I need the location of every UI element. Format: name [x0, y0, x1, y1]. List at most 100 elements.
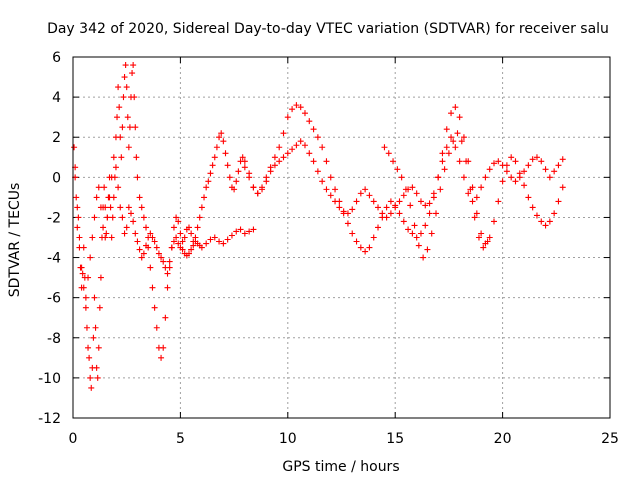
data-point: [101, 184, 108, 191]
data-point: [123, 224, 130, 231]
data-point: [463, 158, 470, 165]
data-point: [533, 154, 540, 161]
data-point: [512, 178, 519, 185]
data-point: [130, 62, 137, 69]
data-point: [73, 194, 80, 201]
data-point: [80, 284, 87, 291]
data-point: [203, 240, 210, 247]
x-tick-labels: 0 5 10 15 20 25: [69, 431, 619, 447]
data-point: [122, 62, 129, 69]
data-point: [233, 178, 240, 185]
data-point: [168, 244, 175, 251]
y-tick-labels: -12 -10 -8 -6 -4 -2 0 2 4 6: [38, 50, 61, 427]
data-point: [123, 84, 130, 91]
data-point: [366, 192, 373, 199]
data-point: [164, 270, 171, 277]
data-point: [375, 224, 382, 231]
data-point: [173, 214, 180, 221]
data-point: [276, 144, 283, 151]
data-point: [280, 154, 287, 161]
data-point: [116, 104, 123, 111]
data-point: [115, 184, 122, 191]
data-point: [512, 158, 519, 165]
data-point: [336, 198, 343, 205]
data-point: [486, 234, 493, 241]
y-tick-label: -2: [47, 210, 61, 226]
data-point: [259, 184, 266, 191]
data-point: [246, 228, 253, 235]
data-point: [87, 374, 94, 381]
data-point: [175, 218, 182, 225]
data-point: [185, 224, 192, 231]
data-point: [88, 384, 95, 391]
data-point: [104, 214, 111, 221]
data-point: [188, 246, 195, 253]
data-point: [145, 244, 152, 251]
data-point: [402, 186, 409, 193]
data-point: [390, 158, 397, 165]
data-point: [91, 214, 98, 221]
data-point: [495, 158, 502, 165]
data-point: [207, 170, 214, 177]
data-point: [120, 94, 127, 101]
data-point: [555, 198, 562, 205]
data-point: [147, 264, 154, 271]
data-point: [435, 174, 442, 181]
data-point: [503, 168, 510, 175]
data-point: [460, 134, 467, 141]
data-point: [177, 230, 184, 237]
data-point: [213, 144, 220, 151]
data-point: [381, 144, 388, 151]
data-point: [409, 230, 416, 237]
data-point: [121, 230, 128, 237]
data-point: [379, 214, 386, 221]
data-point: [151, 238, 158, 245]
data-point: [301, 142, 308, 149]
data-point: [90, 334, 97, 341]
data-point: [103, 230, 110, 237]
data-point: [74, 204, 81, 211]
data-point: [170, 238, 177, 245]
data-point: [250, 226, 257, 233]
y-tick-label: 4: [52, 90, 61, 106]
data-point: [508, 174, 515, 181]
y-tick-label: -8: [47, 331, 61, 347]
data-point: [301, 110, 308, 117]
data-point: [185, 250, 192, 257]
data-point: [542, 166, 549, 173]
data-point: [218, 130, 225, 137]
data-point: [465, 190, 472, 197]
data-point: [209, 162, 216, 169]
data-point: [448, 134, 455, 141]
data-point: [452, 144, 459, 151]
data-point: [289, 146, 296, 153]
data-point: [327, 192, 334, 199]
data-point: [387, 198, 394, 205]
data-point: [109, 214, 116, 221]
data-point: [241, 164, 248, 171]
data-point: [482, 174, 489, 181]
data-point: [469, 198, 476, 205]
data-point: [136, 194, 143, 201]
data-point: [439, 158, 446, 165]
data-point: [198, 244, 205, 251]
data-point: [115, 84, 122, 91]
data-point: [473, 210, 480, 217]
data-point: [400, 218, 407, 225]
data-point: [525, 162, 532, 169]
data-point: [375, 204, 382, 211]
data-point: [205, 178, 212, 185]
data-point: [231, 186, 238, 193]
data-point: [179, 246, 186, 253]
data-point: [362, 248, 369, 255]
data-point: [241, 158, 248, 165]
data-point: [396, 210, 403, 217]
y-tick-label: 6: [52, 50, 61, 66]
data-point: [293, 142, 300, 149]
data-point: [79, 270, 86, 277]
data-point: [175, 240, 182, 247]
data-point: [460, 174, 467, 181]
data-point: [121, 74, 128, 81]
data-point: [74, 224, 81, 231]
